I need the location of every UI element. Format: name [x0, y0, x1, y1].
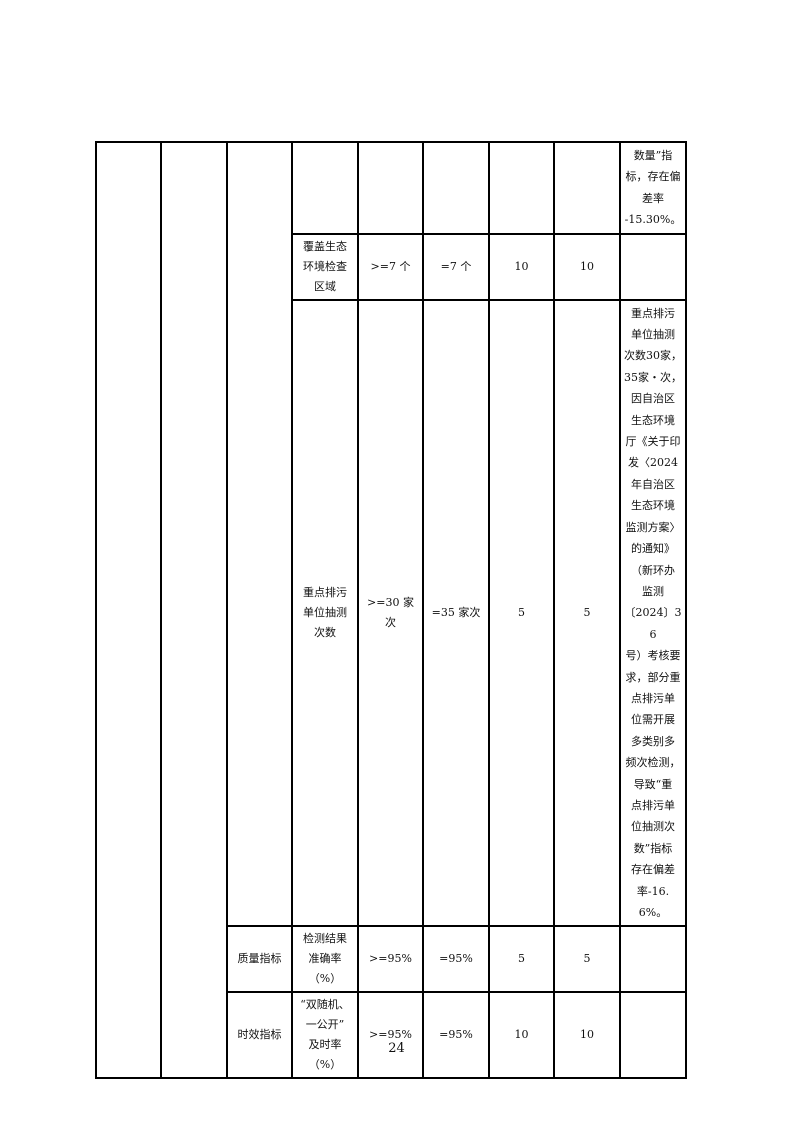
- actual-cell: [422, 141, 490, 235]
- table-row: 数量”指 标，存在偏 差率 -15.30%。: [95, 140, 687, 1080]
- actual-cell: =95%: [422, 925, 490, 994]
- score-cell: 10: [553, 991, 621, 1080]
- indicator-cell: 检测结果 准确率（%）: [291, 925, 359, 994]
- level2-cell: [160, 140, 228, 1080]
- target-cell: >=7 个: [357, 232, 424, 301]
- level1-cell: [95, 140, 162, 1080]
- table-row: 时效指标 “双随机、 一公开” 及时率（%） >=95% =95% 10 10: [96, 991, 687, 1080]
- indicator-cell: [291, 141, 359, 235]
- remark-cell: 数量”指 标，存在偏 差率 -15.30%。: [619, 141, 687, 235]
- target-cell: >=30 家次: [357, 298, 424, 928]
- weight-cell: [488, 141, 555, 235]
- table-row: 覆盖生态 环境检查 区域 >=7 个 =7 个 10 10: [96, 232, 687, 301]
- actual-cell: =35 家次: [422, 298, 490, 928]
- remark-cell: [619, 991, 687, 1080]
- target-cell: >=95%: [357, 925, 424, 994]
- indicator-cell: 覆盖生态 环境检查 区域: [291, 232, 359, 301]
- page-number: 24: [388, 1041, 405, 1056]
- indicator-cell: 重点排污 单位抽测 次数: [291, 298, 359, 928]
- indicator-cell: “双随机、 一公开” 及时率（%）: [291, 991, 359, 1080]
- target-cell: [357, 141, 424, 235]
- actual-cell: =95%: [422, 991, 490, 1080]
- remark-cell: [619, 925, 687, 994]
- score-cell: [553, 141, 621, 235]
- level3-cell: [226, 140, 293, 928]
- table-row: 质量指标 检测结果 准确率（%） >=95% =95% 5 5: [96, 925, 687, 994]
- weight-cell: 10: [488, 991, 555, 1080]
- weight-cell: 10: [488, 232, 555, 301]
- level3-cell: 质量指标: [226, 925, 293, 994]
- remark-cell: [619, 232, 687, 301]
- score-cell: 5: [553, 925, 621, 994]
- score-cell: 5: [553, 298, 621, 928]
- level3-cell: 时效指标: [226, 991, 293, 1080]
- actual-cell: =7 个: [422, 232, 490, 301]
- weight-cell: 5: [488, 298, 555, 928]
- score-cell: 10: [553, 232, 621, 301]
- performance-indicator-table: 数量”指 标，存在偏 差率 -15.30%。 覆盖生态 环境检查 区域 >=7 …: [95, 140, 687, 1080]
- remark-cell: 重点排污 单位抽测 次数30家， 35家・次， 因自治区 生态环境 厅《关于印 …: [619, 298, 687, 928]
- weight-cell: 5: [488, 925, 555, 994]
- table-row: 重点排污 单位抽测 次数 >=30 家次 =35 家次 5 5 重点排污 单位抽…: [96, 298, 687, 928]
- target-cell: >=95%: [357, 991, 424, 1080]
